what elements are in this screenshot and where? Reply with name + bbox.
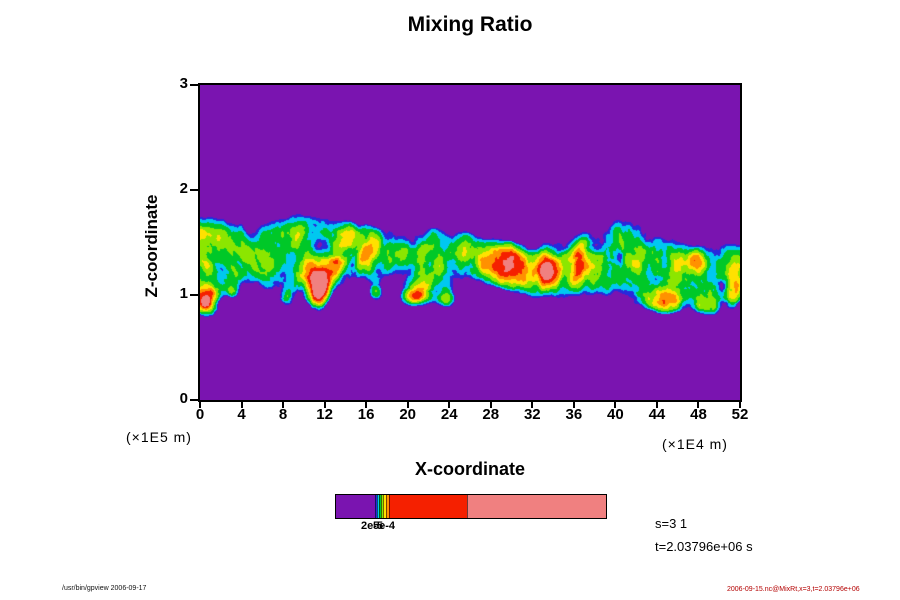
x-tick-label: 20 [399, 406, 417, 423]
x-tick-label: 4 [237, 406, 246, 423]
x-tick-label: 32 [523, 406, 541, 423]
plot-area [198, 83, 742, 402]
x-tick-label: 52 [731, 406, 749, 423]
y-tick-label: 0 [179, 390, 188, 407]
chart-title: Mixing Ratio [407, 13, 533, 36]
y-axis-label: Z-coordinate [142, 194, 161, 298]
x-tick-mark [655, 402, 658, 408]
y-tick-mark [190, 294, 198, 296]
footer-command-text: /usr/bin/gpview 2006-09-17 [62, 585, 147, 592]
colorbar [335, 494, 607, 519]
colorbar-segment [336, 495, 375, 518]
slice-annotation: s=3 1 [655, 516, 688, 531]
colorbar-segment [381, 495, 384, 518]
colorbar-segment [376, 495, 379, 518]
x-tick-mark [697, 402, 700, 408]
x-tick-label: 0 [195, 406, 205, 423]
colorbar-segment [467, 495, 606, 518]
x-axis-unit: (×1E4 m) [662, 436, 728, 452]
footer-file-info: 2006-09-15.nc@MixRt,x=3,t=2.03796e+06 [727, 586, 860, 593]
time-annotation: t=2.03796e+06 s [655, 539, 753, 554]
colorbar-segment [386, 495, 389, 518]
x-tick-label: 44 [648, 406, 666, 423]
field-canvas [200, 85, 740, 400]
x-tick-label: 36 [565, 406, 583, 423]
x-tick-label: 48 [690, 406, 707, 423]
x-axis-label: X-coordinate [414, 459, 525, 479]
colorbar-segment [374, 495, 377, 518]
x-tick-label: 16 [357, 406, 375, 423]
colorbar-labels: 2e-5 5e-4 [0, 520, 900, 534]
x-tick-mark [406, 402, 409, 408]
x-tick-label: 12 [316, 406, 333, 423]
x-tick-mark [531, 402, 534, 408]
y-tick-mark [190, 399, 198, 401]
x-tick-mark [572, 402, 575, 408]
colorbar-segment [378, 495, 382, 518]
x-tick-mark [365, 402, 368, 408]
x-tick-mark [739, 402, 741, 408]
x-tick-mark [614, 402, 617, 408]
colorbar-tick-label: 2e-5 [361, 520, 384, 532]
y-tick-mark [190, 189, 198, 191]
x-tick-mark [448, 402, 451, 408]
x-tick-mark [323, 402, 326, 408]
y-axis-unit: (×1E5 m) [126, 429, 192, 445]
x-tick-mark [240, 402, 243, 408]
x-tick-mark [282, 402, 285, 408]
colorbar-segment [388, 495, 468, 518]
colorbar-segment [383, 495, 387, 518]
x-tick-mark [199, 402, 201, 408]
x-tick-label: 24 [440, 406, 458, 423]
x-tick-label: 8 [278, 406, 288, 423]
y-tick-label: 2 [179, 180, 188, 197]
colorbar-tick-label: 5e-4 [373, 520, 396, 532]
y-tick-mark [190, 84, 198, 86]
x-tick-mark [489, 402, 492, 408]
y-tick-label: 3 [179, 75, 188, 92]
y-tick-label: 1 [179, 285, 188, 302]
x-tick-label: 40 [607, 406, 624, 423]
x-tick-label: 28 [482, 406, 500, 423]
